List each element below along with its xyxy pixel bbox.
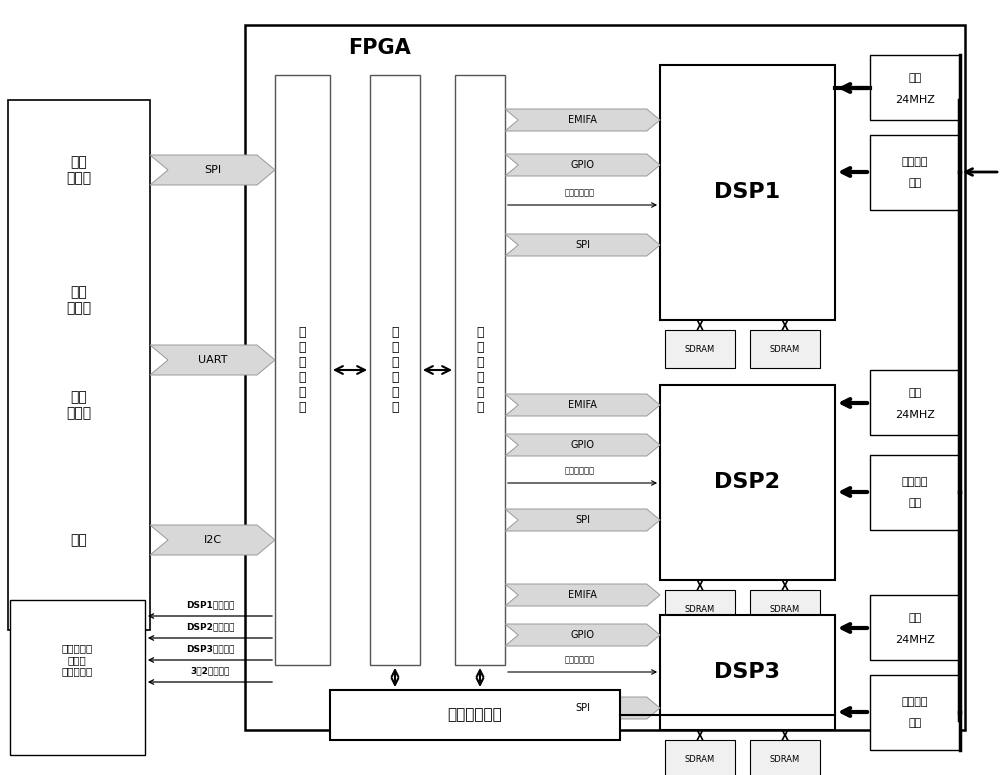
Bar [455, 75, 505, 665]
Text: 电源开关: 电源开关 [902, 157, 928, 167]
Text: SPI: SPI [204, 165, 221, 175]
Bar [8, 100, 150, 630]
Text: 电源开关: 电源开关 [902, 477, 928, 487]
Text: 轨控
分系统: 轨控 分系统 [66, 390, 92, 420]
Polygon shape [505, 509, 660, 531]
Bar [870, 675, 960, 750]
Bar [275, 75, 330, 665]
Text: GPIO: GPIO [570, 630, 594, 640]
Text: 接
口
扩
展
模
块: 接 口 扩 展 模 块 [298, 326, 306, 414]
Bar [870, 595, 960, 660]
Bar [750, 330, 820, 368]
Text: I2C: I2C [203, 535, 222, 545]
Polygon shape [150, 155, 275, 185]
Bar [750, 590, 820, 628]
Bar [665, 740, 735, 775]
Bar [870, 370, 960, 435]
Text: 24MHZ: 24MHZ [895, 635, 935, 645]
Text: DSP3: DSP3 [714, 662, 780, 682]
Text: SPI: SPI [575, 240, 590, 250]
Polygon shape [150, 525, 275, 555]
Polygon shape [505, 109, 660, 131]
Text: 控制: 控制 [908, 498, 922, 508]
Text: 晶振: 晶振 [908, 73, 922, 83]
Polygon shape [505, 154, 660, 176]
Bar [10, 600, 145, 755]
Text: 可变时钟输入: 可变时钟输入 [565, 466, 595, 475]
Text: 载荷: 载荷 [71, 533, 87, 547]
Polygon shape [505, 234, 660, 256]
Bar [665, 330, 735, 368]
Polygon shape [505, 624, 660, 646]
Text: 可变时钟输入: 可变时钟输入 [565, 188, 595, 197]
Text: 模式管理模块: 模式管理模块 [448, 708, 502, 722]
Text: 控制: 控制 [908, 718, 922, 728]
Text: 24MHZ: 24MHZ [895, 95, 935, 105]
Text: DSP2方波输出: DSP2方波输出 [186, 622, 234, 631]
Bar [370, 75, 420, 665]
Text: GPIO: GPIO [570, 440, 594, 450]
Polygon shape [505, 394, 660, 416]
Bar [870, 55, 960, 120]
Text: 24MHZ: 24MHZ [895, 410, 935, 420]
Text: SDRAM: SDRAM [770, 755, 800, 763]
Text: EMIFA: EMIFA [568, 590, 597, 600]
Bar [660, 385, 835, 580]
Text: 3取2方波输出: 3取2方波输出 [190, 666, 230, 675]
Text: EMIFA: EMIFA [568, 115, 597, 125]
Bar [660, 65, 835, 320]
Text: SDRAM: SDRAM [685, 755, 715, 763]
Bar [330, 690, 620, 740]
Text: 测控
分系统: 测控 分系统 [66, 155, 92, 185]
Text: SDRAM: SDRAM [685, 604, 715, 614]
Bar [870, 455, 960, 530]
Text: 可变时钟输入: 可变时钟输入 [565, 655, 595, 664]
Bar [750, 740, 820, 775]
Text: UART: UART [198, 355, 227, 365]
Text: 控制: 控制 [908, 178, 922, 188]
Text: EMIFA: EMIFA [568, 400, 597, 410]
Text: DSP3方波输出: DSP3方波输出 [186, 644, 234, 653]
Text: SDRAM: SDRAM [770, 604, 800, 614]
Text: SPI: SPI [575, 703, 590, 713]
Text: FPGA: FPGA [349, 38, 411, 58]
Polygon shape [505, 434, 660, 456]
Polygon shape [505, 584, 660, 606]
Text: 时
钟
同
步
模
块: 时 钟 同 步 模 块 [476, 326, 484, 414]
Bar [245, 25, 965, 730]
Text: SDRAM: SDRAM [685, 345, 715, 353]
Text: DSP1方波输出: DSP1方波输出 [186, 600, 234, 609]
Polygon shape [505, 697, 660, 719]
Bar [870, 135, 960, 210]
Text: 姿控
分系统: 姿控 分系统 [66, 285, 92, 315]
Text: 晶振: 晶振 [908, 613, 922, 623]
Polygon shape [150, 345, 275, 375]
Text: 测试用同步
观察点
连接示波器: 测试用同步 观察点 连接示波器 [61, 643, 93, 677]
Bar [665, 590, 735, 628]
Text: GPIO: GPIO [570, 160, 594, 170]
Text: SDRAM: SDRAM [770, 345, 800, 353]
Bar [660, 615, 835, 730]
Text: SPI: SPI [575, 515, 590, 525]
Text: 晶振: 晶振 [908, 388, 922, 398]
Text: DSP2: DSP2 [714, 472, 780, 492]
Text: 冗
余
判
决
模
块: 冗 余 判 决 模 块 [391, 326, 399, 414]
Text: DSP1: DSP1 [714, 182, 780, 202]
Text: 电源开关: 电源开关 [902, 697, 928, 707]
